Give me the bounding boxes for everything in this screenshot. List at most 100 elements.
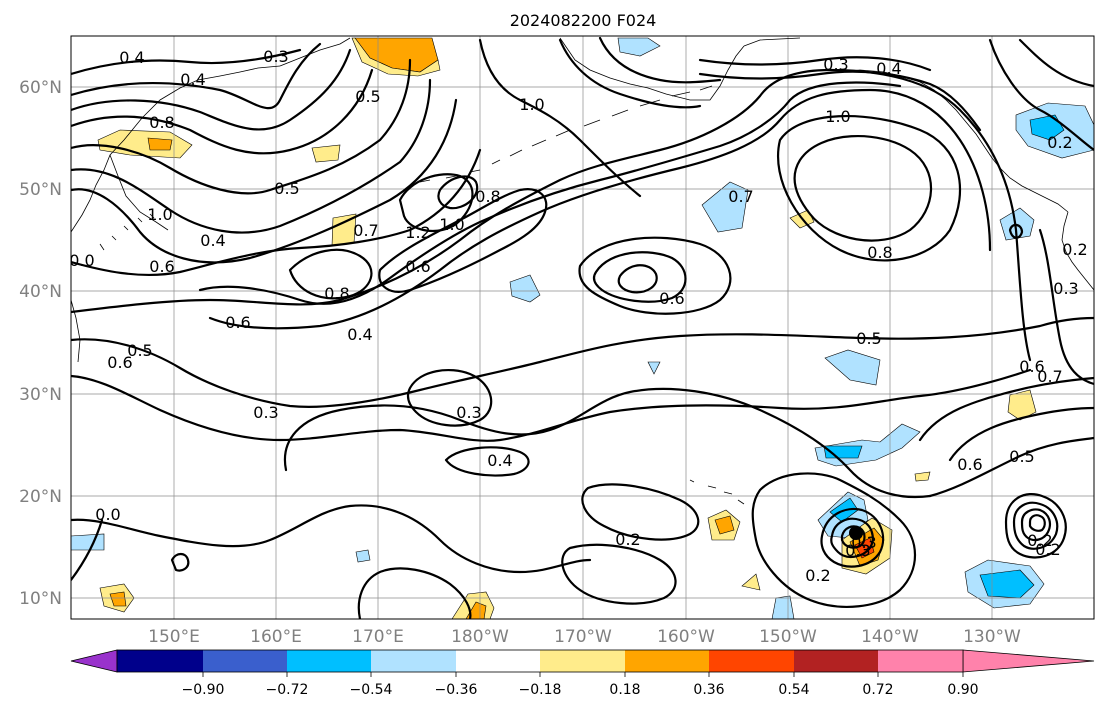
lon-label: 180°W [451, 627, 509, 647]
lon-label: 170°W [554, 627, 612, 647]
colorbar-tick-labels: −0.90 −0.72 −0.54 −0.36 −0.18 0.18 0.36 … [182, 682, 979, 698]
contour-label: 0.2 [1062, 240, 1087, 259]
lat-label: 30°N [19, 385, 62, 405]
shade-patch [109, 591, 127, 607]
contour-label: 0.6 [149, 257, 174, 276]
contour-label: 0.5 [274, 179, 299, 198]
contour-line [698, 56, 932, 72]
contour-line [71, 98, 458, 264]
contour-line [1012, 501, 1059, 550]
contour-line [71, 48, 302, 76]
contour-line [71, 48, 352, 131]
contour-label: 0.8 [475, 187, 500, 206]
contour-line [378, 188, 548, 293]
colorbar-segment [456, 650, 540, 672]
contour-label: 0.6 [1019, 357, 1044, 376]
contour-line [208, 88, 992, 330]
contour-line [617, 264, 658, 294]
coastline-kurils [99, 213, 155, 251]
colorbar-tick-label: −0.72 [266, 682, 309, 698]
colorbar-tick-label: −0.54 [350, 682, 393, 698]
contour-line [71, 316, 1094, 408]
map-frame [70, 35, 1095, 620]
contour-label: 0.2 [1027, 531, 1052, 550]
contour-label: 0.4 [119, 48, 144, 67]
contour-label: 0.3 [253, 403, 278, 422]
contour-line [71, 368, 1032, 442]
coastline-alaska-west [559, 37, 745, 101]
contour-labels: 0.4 0.3 0.4 0.5 0.8 1.0 0.3 0.4 1.0 0.5 … [71, 47, 1088, 585]
contour-label: 0.3 [823, 55, 848, 74]
map-title: 2024082200 F024 [510, 11, 657, 30]
contour-lines [71, 36, 1094, 619]
contour-label: 0.3 [851, 533, 876, 552]
shade-patch [771, 595, 795, 619]
colorbar-tick-label: 0.72 [862, 682, 893, 698]
contour-label: 0.5 [127, 341, 152, 360]
contour-line [71, 42, 322, 110]
contour-line [777, 114, 962, 262]
contour-line [793, 135, 933, 242]
contour-line [170, 552, 190, 572]
colorbar-segment [540, 650, 625, 672]
lon-label: 170°E [352, 627, 404, 647]
lon-label: 160°W [657, 627, 715, 647]
contour-line [283, 387, 932, 499]
coastline-kamchatka-east [109, 154, 169, 231]
contour-line [698, 70, 982, 132]
colorbar-segment [287, 650, 371, 672]
contour-label: 0.6 [107, 353, 132, 372]
colorbar-tick-label: 0.90 [947, 682, 978, 698]
contour-line [406, 368, 493, 427]
shade-patch [97, 129, 193, 159]
contour-line [478, 38, 642, 198]
contour-label: 0.6 [405, 257, 430, 276]
colorbar-tick-label: −0.18 [519, 682, 562, 698]
shade-patch [647, 361, 661, 375]
contour-line [1018, 38, 1094, 88]
contour-line [1008, 223, 1024, 239]
contour-label: 0.2 [615, 530, 640, 549]
contour-line [558, 38, 702, 109]
contour-label: 0.7 [353, 221, 378, 240]
contour-label: 1.0 [147, 205, 172, 224]
contour-label: 0.4 [487, 451, 512, 470]
contour-line [288, 248, 373, 300]
contour-label: 0.0 [95, 505, 120, 524]
contour-line [71, 504, 592, 574]
contour-label: 0.2 [1047, 133, 1072, 152]
map-panel: 0.4 0.3 0.4 0.5 0.8 1.0 0.3 0.4 1.0 0.5 … [70, 35, 1095, 620]
colorbar-segment [625, 650, 709, 672]
contour-line [71, 148, 482, 277]
shade-patch [824, 349, 881, 386]
contour-line [598, 36, 722, 84]
contour-line [71, 518, 104, 582]
shade-patch [741, 573, 761, 591]
colorbar-tick-label: 0.18 [609, 682, 640, 698]
shade-patch [714, 515, 735, 535]
coastline-hawaii [689, 479, 745, 505]
contour-line [592, 251, 687, 303]
contour-label: 0.5 [1009, 447, 1034, 466]
contour-label: 1.0 [519, 95, 544, 114]
shade-patch [914, 471, 931, 482]
shade-patch [979, 569, 1035, 599]
contour-line [71, 78, 432, 234]
contour-label: 0.6 [225, 313, 250, 332]
contour-line [830, 517, 874, 558]
contour-line [578, 236, 732, 315]
colorbar-tick-label: −0.36 [435, 682, 478, 698]
longitude-labels: 150°E 160°E 170°E 180°W 170°W 160°W 150°… [148, 627, 1021, 647]
contour-line [437, 175, 479, 210]
shade-patch [617, 37, 661, 57]
contour-label: 0.4 [200, 231, 225, 250]
lat-label: 50°N [19, 180, 62, 200]
contour-label: 0.4 [180, 70, 205, 89]
contour-line [71, 68, 374, 155]
contour-line [1038, 228, 1094, 386]
shade-patch [311, 144, 341, 163]
lat-label: 10°N [19, 589, 62, 609]
shade-patch [509, 274, 541, 303]
colorbar-ticks [202, 672, 964, 677]
contour-label: 0.8 [867, 243, 892, 262]
